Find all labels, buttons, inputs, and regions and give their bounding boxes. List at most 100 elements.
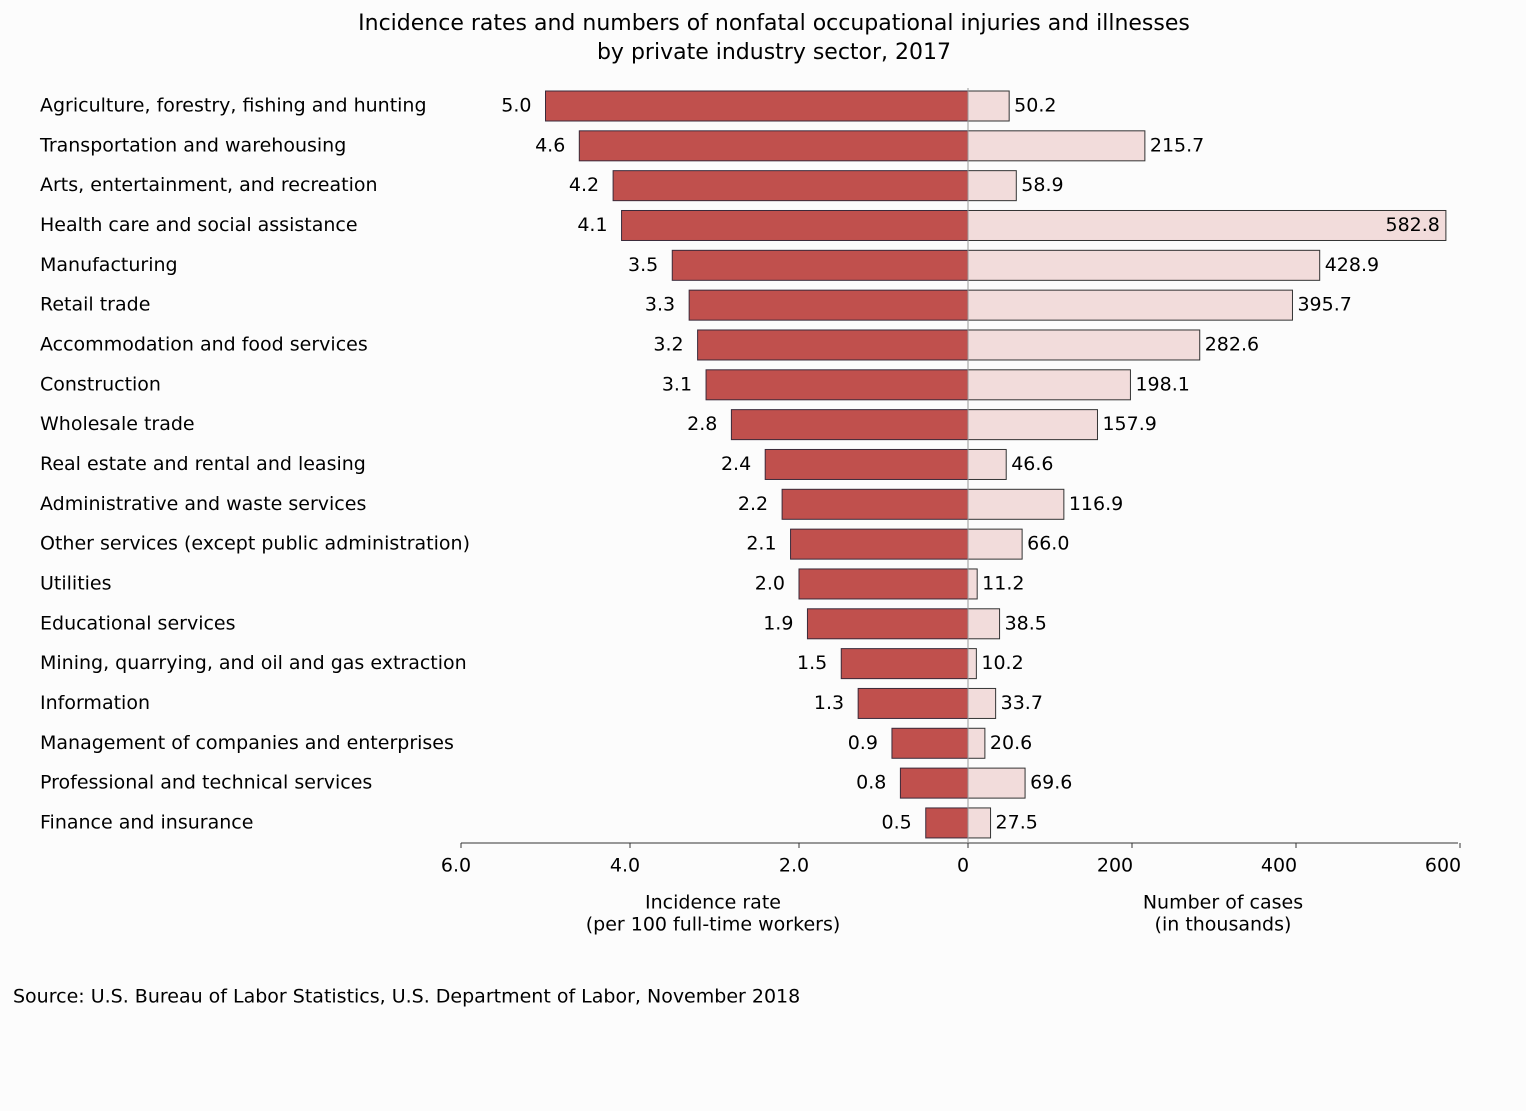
x-axis-label: Number of cases: [1143, 892, 1303, 914]
bar: [621, 209, 969, 241]
bar: [967, 90, 1010, 122]
value-label: 428.9: [1325, 254, 1379, 276]
value-label: 4.6: [535, 134, 565, 156]
value-label: 20.6: [990, 732, 1032, 754]
value-label: 4.2: [569, 174, 599, 196]
category-label: Mining, quarrying, and oil and gas extra…: [40, 652, 467, 674]
value-label: 1.5: [797, 652, 827, 674]
bar: [967, 727, 986, 759]
bar: [967, 488, 1065, 520]
bar: [967, 687, 997, 719]
category-label: Manufacturing: [40, 254, 178, 276]
category-label: Finance and insurance: [40, 811, 253, 833]
value-label: 38.5: [1005, 612, 1047, 634]
value-label: 116.9: [1069, 493, 1123, 515]
bar: [967, 528, 1023, 560]
value-label: 582.8: [1385, 214, 1439, 236]
value-label: 4.1: [577, 214, 607, 236]
value-label: 198.1: [1135, 373, 1189, 395]
bar: [764, 448, 969, 480]
category-label: Administrative and waste services: [40, 493, 366, 515]
chart-title: Incidence rates and numbers of nonfatal …: [358, 11, 1190, 36]
bar: [806, 608, 969, 640]
value-label: 3.2: [653, 333, 683, 355]
value-label: 1.3: [814, 692, 844, 714]
value-label: 27.5: [996, 811, 1038, 833]
bar: [857, 687, 969, 719]
value-label: 215.7: [1150, 134, 1204, 156]
category-label: Accommodation and food services: [40, 333, 368, 355]
bar: [671, 249, 969, 281]
x-tick-label: 600: [1425, 855, 1461, 877]
bar: [578, 130, 969, 162]
chart-title: by private industry sector, 2017: [597, 40, 951, 65]
value-label: 3.5: [628, 254, 658, 276]
bar: [545, 90, 969, 122]
category-label: Construction: [40, 373, 161, 395]
bar: [967, 767, 1026, 799]
value-label: 58.9: [1021, 174, 1063, 196]
value-label: 157.9: [1102, 413, 1156, 435]
bar: [798, 568, 969, 600]
bar: [967, 807, 992, 839]
value-label: 395.7: [1297, 294, 1351, 316]
category-label: Real estate and rental and leasing: [40, 453, 366, 475]
category-label: Transportation and warehousing: [39, 134, 346, 156]
value-label: 1.9: [763, 612, 793, 634]
category-label: Arts, entertainment, and recreation: [40, 174, 378, 196]
bar: [967, 448, 1007, 480]
value-label: 3.1: [662, 373, 692, 395]
value-label: 0.9: [848, 732, 878, 754]
value-label: 2.2: [738, 493, 768, 515]
x-tick-label: 4.0: [610, 855, 640, 877]
value-label: 46.6: [1011, 453, 1053, 475]
value-label: 11.2: [982, 572, 1024, 594]
x-axis-label: (per 100 full-time workers): [586, 914, 841, 936]
category-label: Management of companies and enterprises: [40, 732, 454, 754]
value-label: 2.8: [687, 413, 717, 435]
value-label: 2.1: [746, 533, 776, 555]
bar: [840, 648, 969, 680]
bar: [967, 249, 1321, 281]
category-label: Information: [40, 692, 150, 714]
bar: [967, 608, 1001, 640]
value-label: 0.5: [882, 811, 912, 833]
value-label: 2.0: [755, 572, 785, 594]
value-label: 33.7: [1001, 692, 1043, 714]
bar: [891, 727, 969, 759]
value-label: 2.4: [721, 453, 751, 475]
category-label: Other services (except public administra…: [40, 533, 470, 555]
value-label: 10.2: [981, 652, 1023, 674]
bar: [899, 767, 969, 799]
value-label: 0.8: [856, 772, 886, 794]
x-tick-label: 6.0: [441, 855, 471, 877]
bar: [790, 528, 969, 560]
bar: [781, 488, 969, 520]
x-tick-label: 0: [957, 855, 969, 877]
bar: [612, 170, 969, 202]
bar: [730, 409, 969, 441]
x-tick-label: 400: [1261, 855, 1297, 877]
value-label: 69.6: [1030, 772, 1072, 794]
bar: [967, 130, 1146, 162]
x-tick-label: 2.0: [779, 855, 809, 877]
value-label: 50.2: [1014, 95, 1056, 117]
bar: [688, 289, 969, 321]
source-note: Source: U.S. Bureau of Labor Statistics,…: [13, 986, 800, 1008]
category-label: Agriculture, forestry, fishing and hunti…: [40, 95, 427, 117]
bar: [967, 369, 1131, 401]
bar: [705, 369, 969, 401]
bar: [967, 568, 978, 600]
value-label: 282.6: [1205, 333, 1259, 355]
bar: [967, 209, 1447, 241]
bar: [925, 807, 969, 839]
value-label: 5.0: [501, 95, 531, 117]
value-label: 66.0: [1027, 533, 1069, 555]
bar: [967, 170, 1017, 202]
category-label: Retail trade: [40, 294, 150, 316]
x-tick-label: 200: [1097, 855, 1133, 877]
bar: [967, 648, 977, 680]
bar: [967, 409, 1098, 441]
category-label: Professional and technical services: [40, 772, 372, 794]
